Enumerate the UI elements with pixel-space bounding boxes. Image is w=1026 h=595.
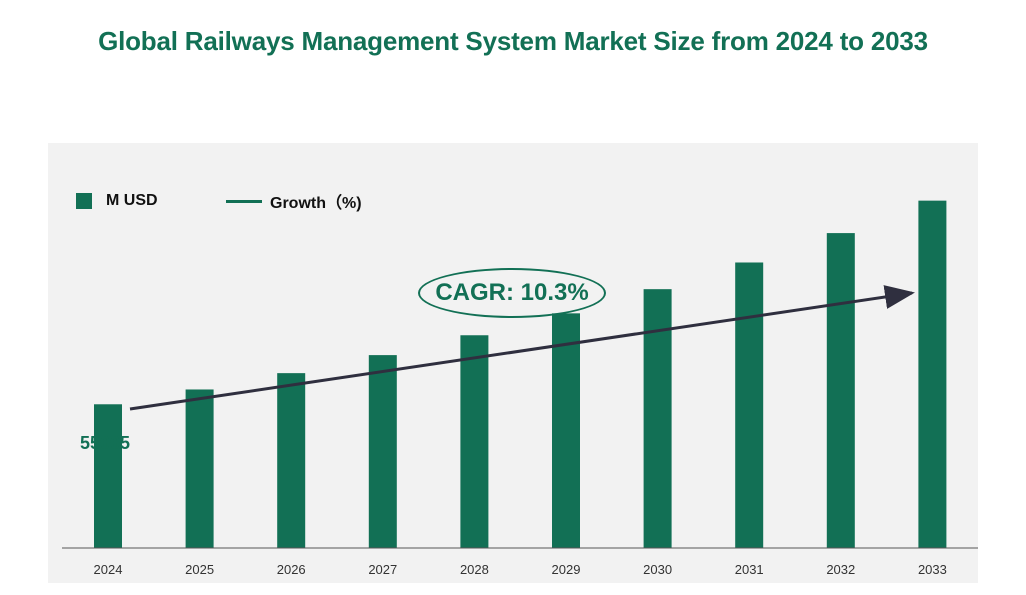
bar-2032	[826, 233, 855, 549]
legend-line-label: Growth（%)	[270, 195, 362, 212]
x-tick-label-2025: 2025	[185, 562, 214, 577]
x-tick-label-2029: 2029	[552, 562, 581, 577]
bar-2029	[552, 313, 580, 548]
chart-title: Global Railways Management System Market…	[98, 26, 928, 56]
x-tick-label-2031: 2031	[735, 562, 764, 577]
bar-2031	[735, 262, 764, 548]
bar-2027	[368, 355, 397, 548]
x-tick-label-2030: 2030	[643, 562, 672, 577]
legend-item-bars: M USD	[76, 190, 158, 212]
cagr-annotation: CAGR: 10.3%	[418, 268, 606, 318]
bar-2026	[277, 373, 306, 548]
legend-bar-swatch	[76, 193, 92, 209]
x-tick-label-2027: 2027	[368, 562, 397, 577]
legend-item-growth: Growth（%)	[226, 190, 362, 212]
cagr-trend-arrow	[129, 285, 915, 411]
bar-2024	[94, 404, 122, 548]
legend-line-swatch	[226, 199, 262, 203]
x-tick-label-2024: 2024	[94, 562, 123, 577]
x-tick-label-2026: 2026	[277, 562, 306, 577]
bar-2033	[918, 200, 947, 549]
x-tick-label-2032: 2032	[826, 562, 855, 577]
x-tick-label-2028: 2028	[460, 562, 489, 577]
legend-bar-label: M USD	[106, 192, 158, 209]
bar-2025	[185, 389, 214, 548]
data-label-2024: 55005	[80, 433, 131, 453]
x-tick-label-2033: 2033	[918, 562, 947, 577]
bar-2028	[460, 335, 489, 548]
